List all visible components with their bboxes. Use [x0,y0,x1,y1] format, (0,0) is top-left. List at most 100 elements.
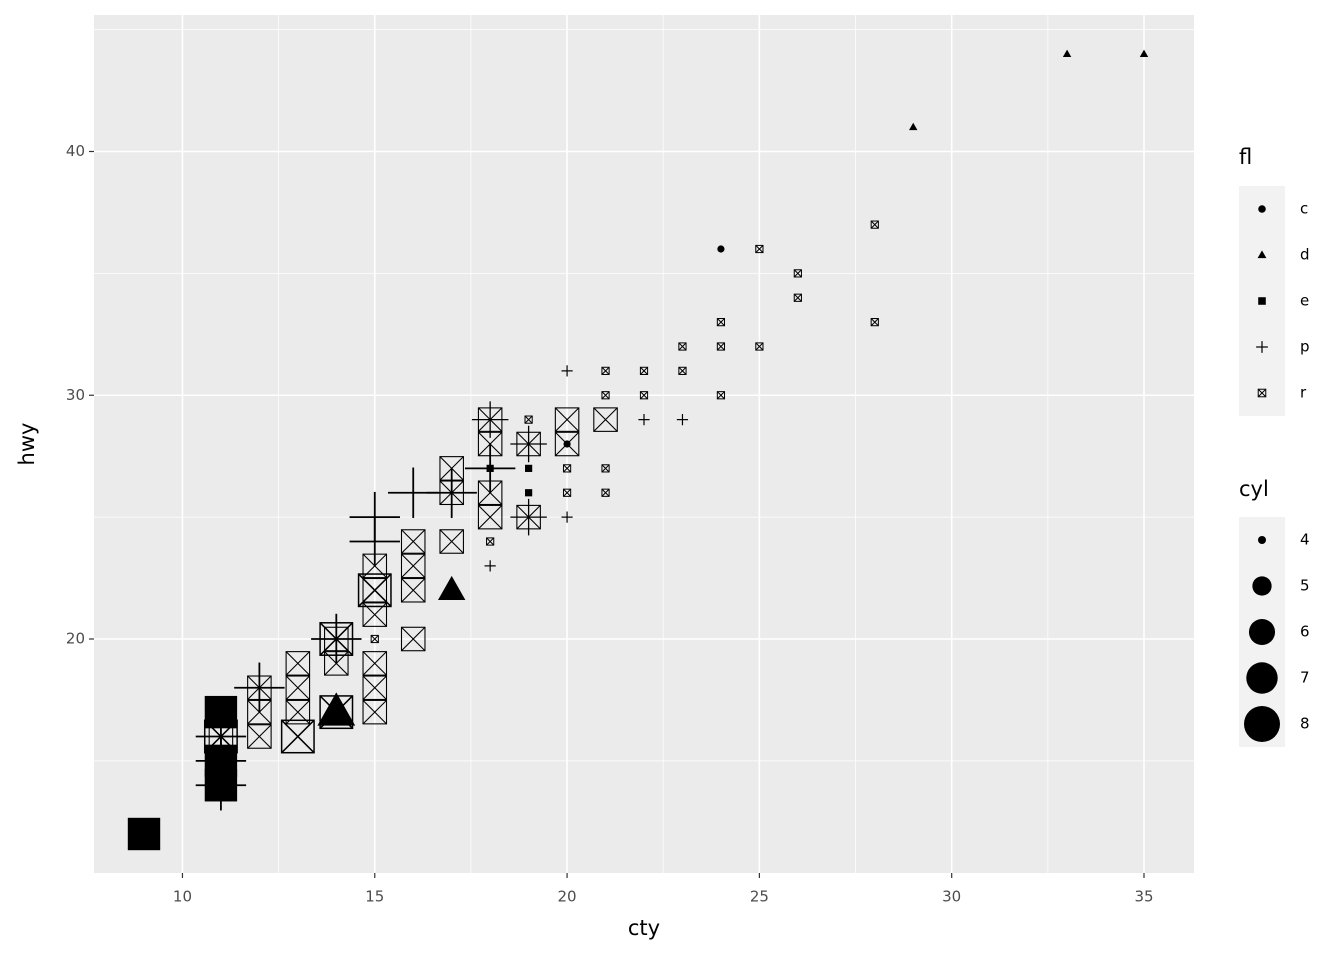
legend-label: r [1300,384,1307,402]
point-shape [639,391,649,400]
point-shape [1139,49,1149,57]
point-shape [870,220,879,229]
point-shape [554,407,580,432]
point [203,719,238,754]
point-shape [478,505,503,530]
point-shape [358,573,392,607]
point-shape [601,488,610,497]
x-tick-label: 10 [173,888,192,906]
point [362,699,388,725]
point-shape [716,318,725,327]
point-shape [554,431,580,457]
point-shape [593,407,618,432]
point-shape [478,480,503,505]
point [561,365,573,377]
legend-label: 4 [1300,531,1310,549]
point [319,622,354,656]
point-shape [319,695,354,730]
point-shape [478,407,503,432]
point-shape [247,699,272,725]
point-shape [524,415,533,424]
point-shape [319,622,354,656]
point-shape [247,675,272,700]
point [755,244,764,254]
point-shape [562,464,572,473]
legend-label: d [1300,246,1310,264]
point-shape [755,342,764,351]
point-shape [362,553,388,579]
point-shape [1257,250,1267,259]
point [439,529,464,554]
point [1139,49,1149,57]
point-shape [439,480,464,505]
legend-size-key [1248,618,1276,646]
legend-size-key [1246,662,1278,694]
point [601,366,610,375]
point-shape [324,651,349,676]
point-shape [439,529,464,554]
point-shape [362,699,388,725]
x-tick-label: 25 [750,888,769,906]
point [280,719,315,754]
point [285,675,311,701]
point [516,431,541,457]
point [716,318,726,327]
point-shape [601,366,610,375]
point-shape [601,391,610,400]
panel [94,15,1194,873]
legend-key [1258,205,1266,213]
point-shape [400,529,426,554]
point-shape [362,700,387,725]
point-shape [717,245,725,253]
point-shape [127,817,161,851]
point-shape [716,342,725,351]
point-shape [562,488,572,497]
point [400,626,426,652]
point [716,391,726,400]
point-shape [793,293,802,302]
point [439,456,464,481]
point-shape [362,675,388,701]
point [638,414,650,426]
point-shape [439,529,464,554]
x-tick-label: 30 [942,888,961,906]
point [319,695,354,730]
point-shape [401,553,426,578]
legend-label: 6 [1300,623,1310,641]
point-shape [1257,388,1267,398]
point-shape [870,318,879,327]
legend-size-key [1244,706,1280,742]
point-shape [1258,205,1266,213]
point [755,342,764,351]
legend-label: 8 [1300,715,1310,733]
y-axis-title: hwy [15,423,39,466]
point [484,560,496,572]
point [639,366,649,375]
point-shape [524,415,533,424]
point [195,760,247,811]
legend-title: cyl [1239,477,1269,501]
point-shape [678,366,687,375]
point [525,464,533,472]
point-shape [319,695,354,729]
point-shape [438,575,466,601]
point-shape [601,366,610,375]
point-shape [203,719,238,754]
point [678,342,687,351]
point [349,516,400,567]
point [400,553,426,579]
point-shape [793,269,802,278]
point-shape [755,245,764,253]
point-shape [486,537,495,546]
point-shape [208,724,234,749]
legend-title: fl [1239,145,1252,169]
point [477,407,503,432]
legend-size-key [1252,576,1272,596]
y-tick-label: 40 [66,142,85,160]
point [486,537,495,546]
point [400,577,426,603]
point [370,634,379,644]
point-shape [439,456,464,481]
point-shape [716,391,726,400]
point-shape [870,220,879,229]
